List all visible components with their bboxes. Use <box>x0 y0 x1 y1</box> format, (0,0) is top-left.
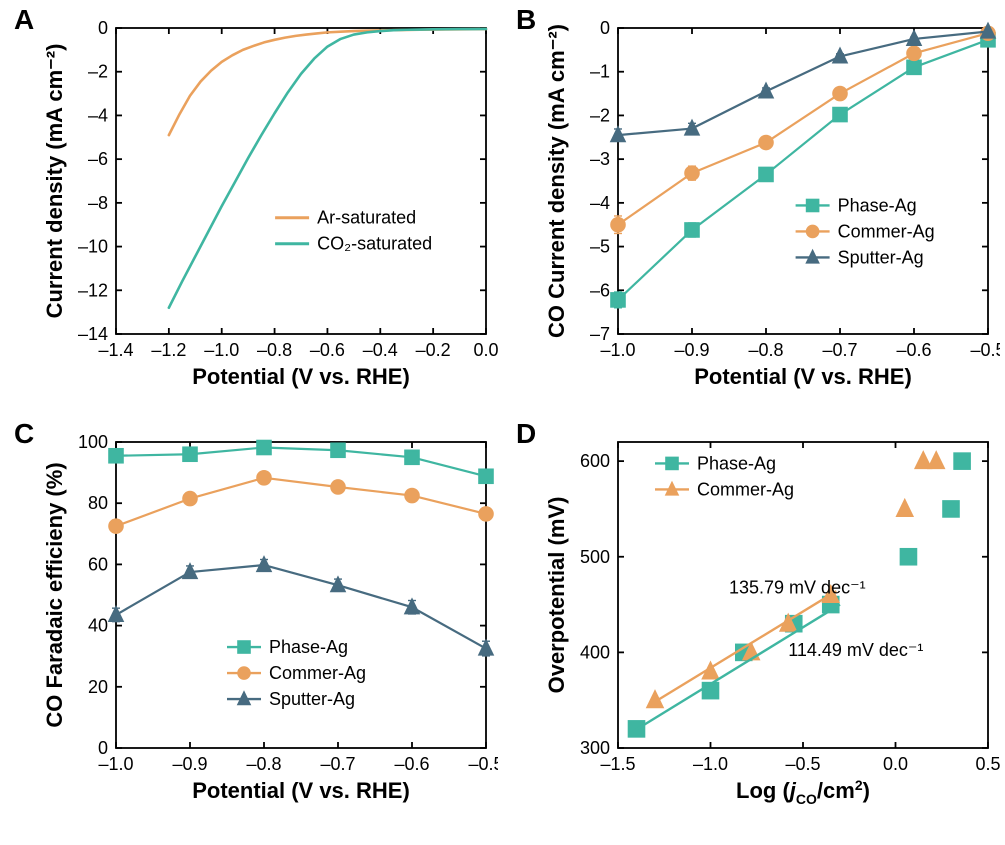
svg-text:–0.8: –0.8 <box>748 340 783 360</box>
svg-text:–0.8: –0.8 <box>246 754 281 774</box>
figure-root: A B C D –1.4–1.2–1.0–0.8–0.6–0.4–0.20.0–… <box>0 0 1005 845</box>
svg-text:Phase-Ag: Phase-Ag <box>697 453 776 473</box>
svg-text:0.0: 0.0 <box>473 340 498 360</box>
svg-text:–1.2: –1.2 <box>151 340 186 360</box>
svg-text:–1.0: –1.0 <box>693 754 728 774</box>
panel-label-D: D <box>516 418 536 450</box>
svg-text:–5: –5 <box>590 237 610 257</box>
svg-text:Sputter-Ag: Sputter-Ag <box>269 689 355 709</box>
svg-text:Phase-Ag: Phase-Ag <box>269 637 348 657</box>
svg-text:400: 400 <box>580 642 610 662</box>
svg-text:500: 500 <box>580 547 610 567</box>
svg-text:0.0: 0.0 <box>883 754 908 774</box>
svg-text:Log (jCO/cm2): Log (jCO/cm2) <box>736 777 870 807</box>
svg-text:100: 100 <box>78 432 108 452</box>
svg-text:–1.0: –1.0 <box>204 340 239 360</box>
svg-text:–1: –1 <box>590 62 610 82</box>
chart-B: –1.0–0.9–0.8–0.7–0.6–0.5–7–6–5–4–3–2–10P… <box>540 18 1000 408</box>
svg-text:Potential (V vs. RHE): Potential (V vs. RHE) <box>192 364 410 389</box>
svg-text:135.79 mV dec⁻¹: 135.79 mV dec⁻¹ <box>729 577 866 597</box>
svg-text:–0.6: –0.6 <box>310 340 345 360</box>
svg-text:–6: –6 <box>88 149 108 169</box>
svg-text:CO Faradaic efficieny (%): CO Faradaic efficieny (%) <box>42 462 67 727</box>
svg-text:–0.6: –0.6 <box>394 754 429 774</box>
svg-text:Potential (V vs. RHE): Potential (V vs. RHE) <box>192 778 410 803</box>
svg-text:–10: –10 <box>78 237 108 257</box>
svg-text:114.49 mV dec⁻¹: 114.49 mV dec⁻¹ <box>788 640 923 660</box>
svg-text:0: 0 <box>98 738 108 758</box>
svg-text:Commer-Ag: Commer-Ag <box>697 479 794 499</box>
svg-text:Phase-Ag: Phase-Ag <box>838 195 917 215</box>
svg-text:–0.9: –0.9 <box>674 340 709 360</box>
svg-text:–0.6: –0.6 <box>896 340 931 360</box>
svg-text:–0.4: –0.4 <box>363 340 398 360</box>
svg-text:Overpotential (mV): Overpotential (mV) <box>544 497 569 694</box>
svg-text:40: 40 <box>88 616 108 636</box>
svg-text:600: 600 <box>580 451 610 471</box>
svg-text:–2: –2 <box>590 105 610 125</box>
svg-text:300: 300 <box>580 738 610 758</box>
svg-text:–6: –6 <box>590 280 610 300</box>
svg-text:0.5: 0.5 <box>975 754 1000 774</box>
svg-text:Commer-Ag: Commer-Ag <box>269 663 366 683</box>
svg-text:–0.9: –0.9 <box>172 754 207 774</box>
svg-text:–2: –2 <box>88 62 108 82</box>
svg-text:Sputter-Ag: Sputter-Ag <box>838 247 924 267</box>
panel-label-C: C <box>14 418 34 450</box>
svg-text:–8: –8 <box>88 193 108 213</box>
svg-text:–0.7: –0.7 <box>822 340 857 360</box>
svg-text:0: 0 <box>98 18 108 38</box>
panel-B: –1.0–0.9–0.8–0.7–0.6–0.5–7–6–5–4–3–2–10P… <box>540 18 1000 408</box>
svg-text:60: 60 <box>88 554 108 574</box>
svg-text:20: 20 <box>88 677 108 697</box>
svg-text:Potential (V vs. RHE): Potential (V vs. RHE) <box>694 364 912 389</box>
svg-text:CO Current density (mA cm⁻²): CO Current density (mA cm⁻²) <box>544 24 569 338</box>
panel-label-B: B <box>516 4 536 36</box>
chart-A: –1.4–1.2–1.0–0.8–0.6–0.4–0.20.0–14–12–10… <box>38 18 498 408</box>
svg-text:80: 80 <box>88 493 108 513</box>
svg-text:–12: –12 <box>78 280 108 300</box>
svg-text:–0.5: –0.5 <box>970 340 1000 360</box>
svg-text:0: 0 <box>600 18 610 38</box>
svg-text:–0.7: –0.7 <box>320 754 355 774</box>
svg-text:CO₂-saturated: CO₂-saturated <box>317 234 432 254</box>
svg-text:–7: –7 <box>590 324 610 344</box>
svg-text:–0.8: –0.8 <box>257 340 292 360</box>
svg-text:Commer-Ag: Commer-Ag <box>838 221 935 241</box>
panel-D: –1.5–1.0–0.50.00.5300400500600Log (jCO/c… <box>540 432 1000 822</box>
svg-text:Current density (mA cm⁻²): Current density (mA cm⁻²) <box>42 44 67 319</box>
svg-text:Ar-saturated: Ar-saturated <box>317 208 416 228</box>
svg-text:–3: –3 <box>590 149 610 169</box>
svg-text:–14: –14 <box>78 324 108 344</box>
svg-text:–4: –4 <box>590 193 610 213</box>
panel-A: –1.4–1.2–1.0–0.8–0.6–0.4–0.20.0–14–12–10… <box>38 18 498 408</box>
panel-C: –1.0–0.9–0.8–0.7–0.6–0.5020406080100Pote… <box>38 432 498 822</box>
chart-D: –1.5–1.0–0.50.00.5300400500600Log (jCO/c… <box>540 432 1000 822</box>
svg-text:–0.2: –0.2 <box>416 340 451 360</box>
svg-text:–0.5: –0.5 <box>785 754 820 774</box>
svg-text:–0.5: –0.5 <box>468 754 498 774</box>
chart-C: –1.0–0.9–0.8–0.7–0.6–0.5020406080100Pote… <box>38 432 498 822</box>
panel-label-A: A <box>14 4 34 36</box>
svg-text:–4: –4 <box>88 105 108 125</box>
